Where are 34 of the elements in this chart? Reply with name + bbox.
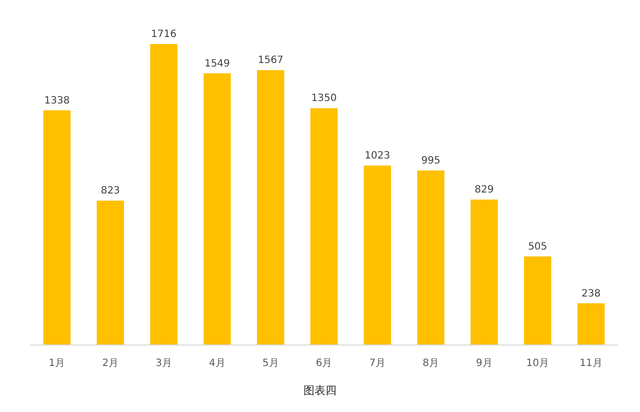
bar: [524, 256, 552, 345]
x-tick-label: 10月: [526, 358, 549, 369]
x-tick-label: 7月: [369, 358, 386, 369]
data-label: 1567: [258, 55, 284, 66]
x-tick-label: 2月: [102, 358, 119, 369]
bar: [577, 303, 605, 345]
data-label: 1023: [364, 150, 390, 162]
x-tick-label: 4月: [209, 358, 226, 369]
x-tick-label: 9月: [476, 358, 492, 369]
bar: [150, 44, 178, 345]
x-tick-label: 1月: [48, 358, 66, 369]
data-label: 505: [528, 241, 548, 252]
data-label: 1716: [151, 29, 177, 40]
bar: [256, 70, 284, 345]
x-tick-label: 3月: [156, 358, 172, 369]
data-label: 995: [421, 155, 440, 166]
bar: [364, 166, 392, 345]
x-tick-label: 8月: [422, 358, 439, 369]
data-label: 238: [581, 288, 601, 300]
bar: [96, 200, 124, 345]
bar: [204, 73, 231, 345]
bar: [310, 108, 338, 345]
data-label: 1350: [311, 93, 337, 104]
data-label: 1549: [204, 58, 230, 70]
x-tick-label: 5月: [262, 358, 279, 369]
x-tick-label: 11月: [580, 358, 602, 369]
data-label: 823: [100, 186, 120, 197]
bar: [43, 110, 71, 345]
data-label: 1338: [44, 95, 70, 106]
text: 图表四: [304, 384, 336, 397]
x-tick-label: 6月: [316, 358, 332, 369]
data-label: 829: [474, 184, 494, 196]
bar: [417, 170, 444, 345]
bar: [470, 200, 498, 345]
